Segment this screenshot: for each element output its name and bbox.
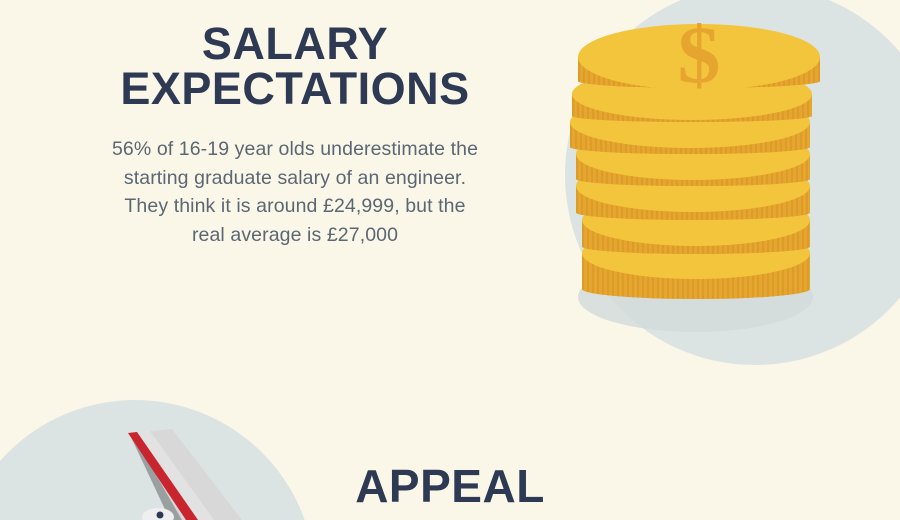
body-line-4: real average is £27,000 bbox=[191, 223, 399, 246]
appeal-section-title: APPEAL bbox=[355, 460, 545, 512]
body-line-3: They think it is around £24,999, but the bbox=[124, 195, 466, 218]
coin-stack-icon: $ bbox=[570, 12, 820, 332]
salary-expectations-block: SALARY EXPECTATIONS 56% of 16-19 year ol… bbox=[60, 18, 530, 249]
page-title: SALARY EXPECTATIONS bbox=[60, 18, 530, 114]
title-line-2: EXPECTATIONS bbox=[120, 62, 470, 114]
dollar-sign-icon: $ bbox=[677, 9, 721, 100]
title-line-1: SALARY bbox=[201, 18, 389, 69]
salary-body-text: 56% of 16-19 year olds underestimate the… bbox=[60, 135, 530, 249]
body-line-2: starting graduate salary of an engineer. bbox=[123, 166, 467, 189]
body-line-1: 56% of 16-19 year olds underestimate the bbox=[111, 138, 479, 161]
airplane-tail-icon bbox=[128, 429, 242, 520]
